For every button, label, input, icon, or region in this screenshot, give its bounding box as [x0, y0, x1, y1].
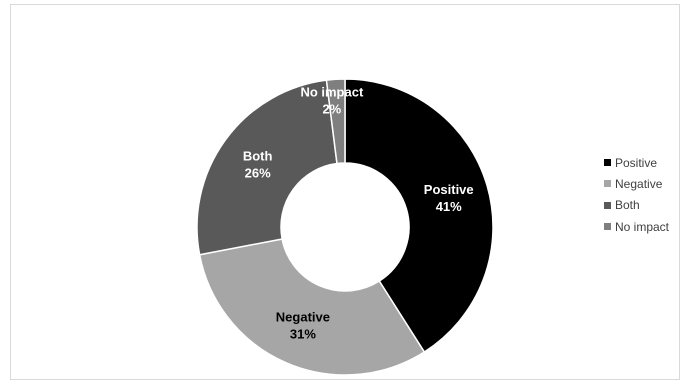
- slice-label-name-positive: Positive: [424, 182, 474, 197]
- legend-label-positive: Positive: [615, 155, 658, 170]
- slice-label-no-impact: No impact 2%: [300, 85, 364, 117]
- slice-label-value-no-impact: 2%: [322, 102, 341, 117]
- slice-label-name-both: Both: [243, 149, 273, 164]
- slice-label-name-negative: Negative: [276, 309, 330, 324]
- slice-label-positive: Positive 41%: [424, 182, 474, 214]
- legend: Positive Negative Both No impact: [604, 152, 669, 237]
- slice-positive: [344, 78, 494, 353]
- legend-item-negative: Negative: [604, 173, 669, 194]
- slice-no-impact: [325, 78, 346, 165]
- slice-negative: [198, 238, 426, 376]
- legend-swatch-positive: [604, 159, 611, 167]
- legend-label-both: Both: [615, 198, 640, 213]
- slice-label-negative: Negative 31%: [276, 309, 330, 341]
- legend-item-positive: Positive: [604, 152, 669, 173]
- legend-item-no-impact: No impact: [604, 216, 669, 237]
- legend-swatch-no-impact: [604, 223, 611, 231]
- slice-label-name-no-impact: No impact: [300, 85, 364, 100]
- legend-item-both: Both: [604, 195, 669, 216]
- slice-label-value-both: 26%: [245, 166, 271, 181]
- slice-label-value-negative: 31%: [290, 326, 316, 341]
- legend-swatch-both: [604, 201, 611, 209]
- slice-label-value-positive: 41%: [436, 199, 462, 214]
- slice-label-both: Both 26%: [243, 149, 273, 181]
- legend-label-negative: Negative: [615, 176, 663, 191]
- slice-both: [196, 79, 338, 256]
- legend-label-no-impact: No impact: [615, 219, 670, 234]
- legend-swatch-negative: [604, 180, 611, 188]
